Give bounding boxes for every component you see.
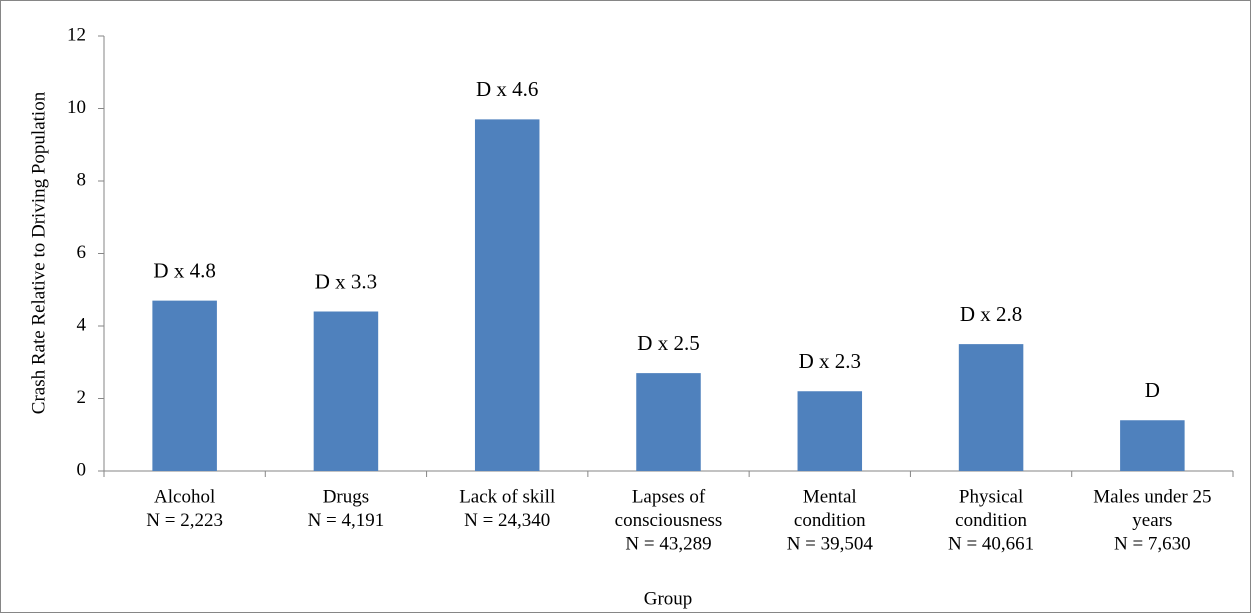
bar: [1120, 420, 1185, 471]
bar-annotation: D x 4.8: [153, 258, 215, 282]
x-tick-label: N = 43,289: [625, 533, 711, 554]
x-tick-label: N = 40,661: [948, 533, 1034, 554]
x-tick-label: N = 39,504: [787, 533, 874, 554]
x-tick-label: Physical: [959, 486, 1023, 507]
bar: [958, 344, 1024, 471]
bar-annotation: D x 4.6: [476, 77, 538, 101]
bar: [474, 119, 540, 471]
y-tick-label: 6: [77, 242, 87, 263]
x-tick-label: Drugs: [323, 486, 369, 507]
y-tick-label: 8: [77, 169, 87, 190]
bar-annotation: D x 2.3: [799, 349, 861, 373]
y-tick-label: 12: [67, 24, 86, 45]
bar-annotation: D x 2.8: [960, 302, 1022, 326]
x-tick-label: N = 4,191: [308, 510, 385, 531]
x-tick-label: condition: [794, 510, 866, 531]
bar: [636, 373, 701, 471]
x-tick-label: Lapses of: [632, 486, 706, 507]
bar-annotation: D x 2.5: [637, 331, 699, 355]
x-tick-label: Lack of skill: [459, 486, 555, 507]
bar-annotation: D: [1145, 378, 1160, 402]
x-tick-label: condition: [955, 510, 1027, 531]
x-tick-label: N = 7,630: [1114, 533, 1191, 554]
y-tick-label: 2: [77, 387, 87, 408]
bar: [313, 311, 379, 471]
bar: [797, 391, 863, 471]
x-tick-label: Males under 25: [1093, 486, 1211, 507]
x-tick-label: N = 24,340: [464, 510, 550, 531]
y-tick-label: 0: [77, 459, 87, 480]
x-tick-label: years: [1132, 510, 1172, 531]
x-tick-label: N = 2,223: [146, 510, 223, 531]
y-axis-label: Crash Rate Relative to Driving Populatio…: [28, 91, 49, 414]
bar: [152, 300, 217, 471]
x-tick-label: Mental: [803, 486, 857, 507]
bar-annotation: D x 3.3: [315, 269, 377, 293]
x-axis-label: Group: [644, 588, 693, 609]
y-tick-label: 10: [67, 97, 86, 118]
y-tick-label: 4: [77, 314, 87, 335]
x-tick-label: Alcohol: [154, 486, 215, 507]
x-tick-label: consciousness: [615, 510, 723, 531]
